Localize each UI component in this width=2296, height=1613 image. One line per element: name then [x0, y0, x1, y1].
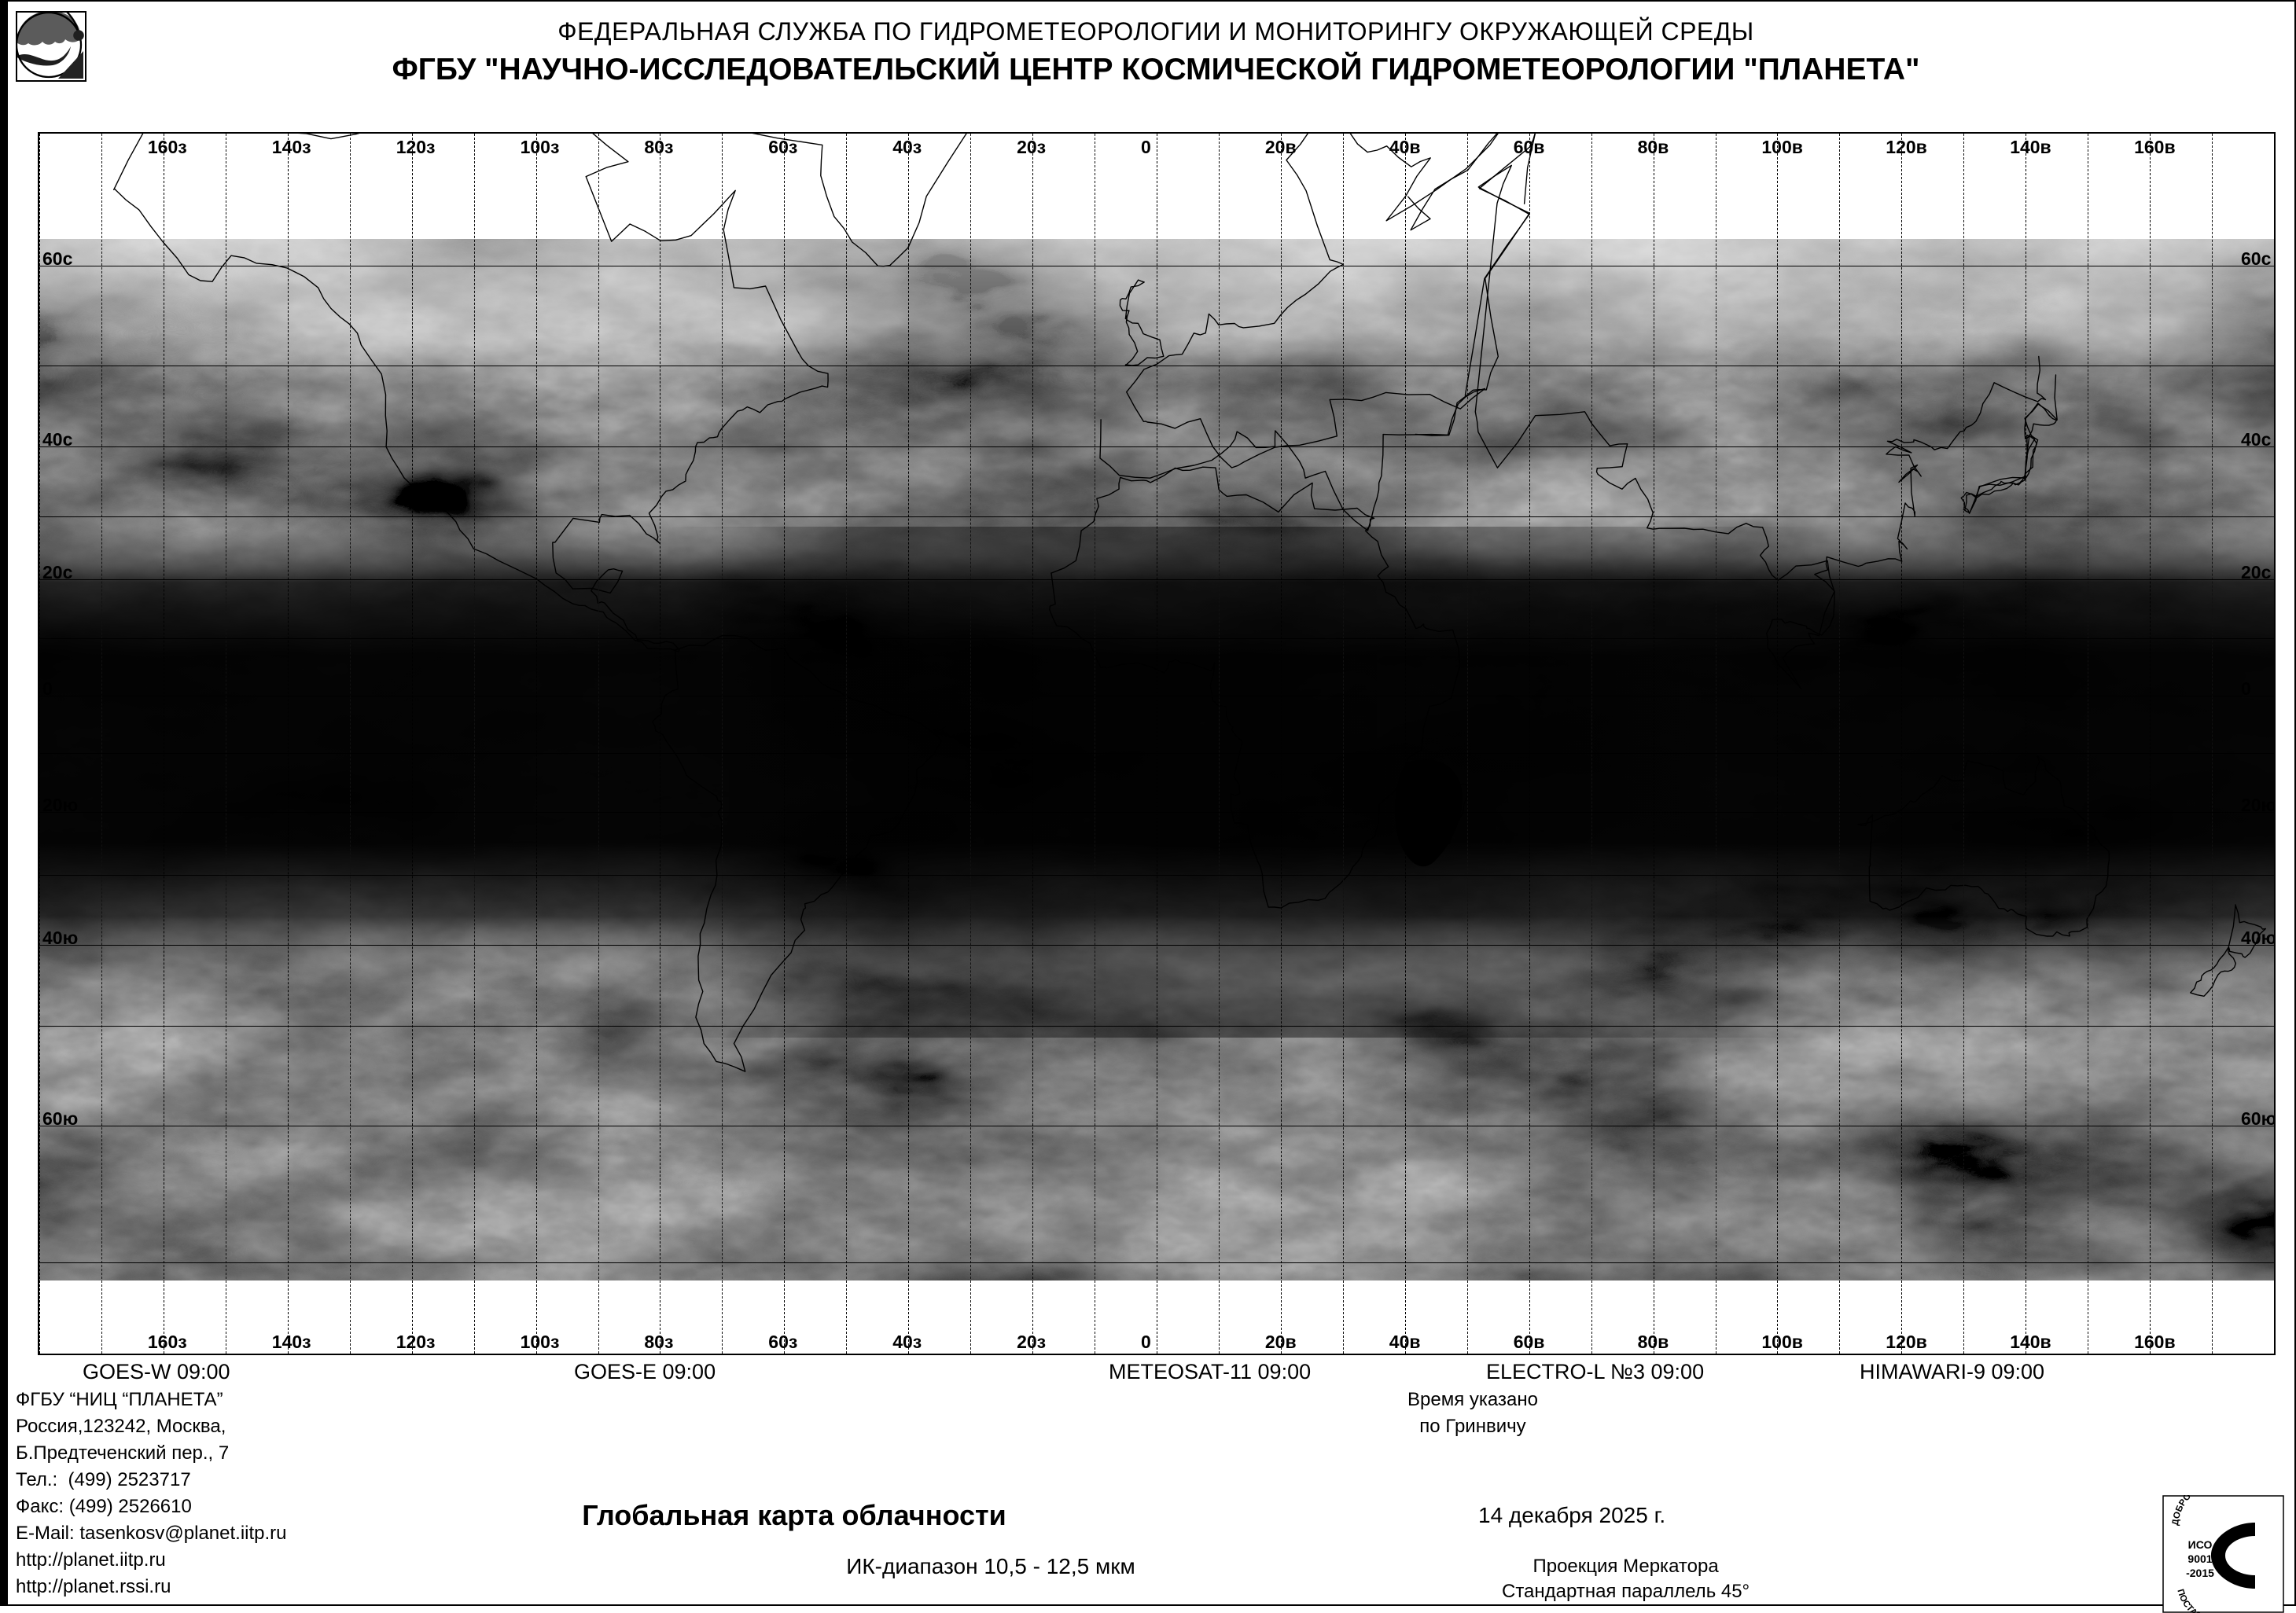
- svg-text:9001: 9001: [2187, 1552, 2212, 1565]
- svg-text:ИСО: ИСО: [2188, 1538, 2213, 1551]
- svg-text:-2015: -2015: [2186, 1567, 2214, 1579]
